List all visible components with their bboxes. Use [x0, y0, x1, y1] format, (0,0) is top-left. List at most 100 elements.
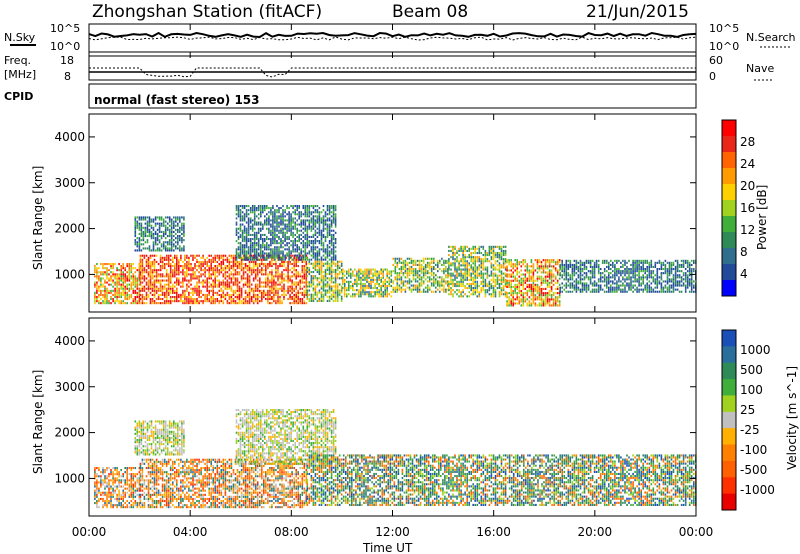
heatmap-cell: [153, 258, 156, 261]
heatmap-cell: [130, 302, 133, 305]
heatmap-cell: [139, 273, 142, 276]
heatmap-cell: [247, 221, 250, 224]
heatmap-cell: [472, 266, 474, 269]
heatmap-cell: [254, 293, 257, 296]
heatmap-cell: [281, 263, 283, 266]
heatmap-cell: [260, 248, 262, 251]
heatmap-cell: [110, 277, 112, 280]
heatmap-cell: [480, 280, 483, 283]
heatmap-cell: [130, 275, 133, 278]
heatmap-cell: [196, 277, 198, 280]
heatmap-cell: [334, 297, 337, 300]
heatmap-cell: [552, 267, 555, 270]
heatmap-cell: [259, 283, 261, 286]
heatmap-cell: [188, 291, 190, 294]
heatmap-cell: [278, 229, 280, 232]
heatmap-cell: [338, 277, 341, 280]
heatmap-cell: [188, 267, 190, 270]
heatmap-cell: [591, 288, 594, 291]
heatmap-cell: [358, 282, 360, 285]
heatmap-cell: [142, 243, 145, 246]
heatmap-cell: [248, 265, 251, 268]
heatmap-cell: [334, 240, 337, 243]
heatmap-cell: [366, 293, 368, 296]
heatmap-cell: [152, 228, 155, 231]
heatmap-cell: [206, 285, 208, 288]
heatmap-cell: [94, 302, 96, 305]
heatmap-cell: [360, 285, 362, 288]
heatmap-cell: [216, 291, 219, 294]
heatmap-cell: [190, 302, 192, 305]
heatmap-cell: [472, 247, 474, 250]
heatmap-cell: [544, 300, 547, 303]
heatmap-cell: [245, 215, 248, 218]
heatmap-cell: [508, 269, 510, 272]
heatmap-cell: [222, 263, 225, 266]
heatmap-cell: [224, 269, 227, 272]
heatmap-cell: [176, 265, 178, 268]
heatmap-cell: [179, 247, 181, 250]
heatmap-cell: [583, 276, 586, 279]
heatmap-cell: [251, 227, 254, 230]
heatmap-cell: [259, 277, 261, 280]
heatmap-cell: [167, 285, 170, 288]
heatmap-cell: [374, 278, 376, 281]
heatmap-cell: [179, 228, 181, 231]
heatmap-cell: [561, 290, 563, 293]
heatmap-cell: [484, 289, 487, 292]
heatmap-cell: [278, 215, 280, 218]
heatmap-cell: [504, 254, 507, 257]
heatmap-cell: [298, 215, 300, 218]
heatmap-cell: [138, 279, 141, 282]
heatmap-cell: [324, 262, 327, 265]
heatmap-cell: [134, 218, 137, 221]
heatmap-cell: [194, 302, 196, 305]
heatmap-cell: [181, 241, 183, 244]
heatmap-cell: [226, 287, 229, 290]
heatmap-cell: [300, 242, 302, 245]
heatmap-cell: [302, 223, 305, 226]
heatmap-cell: [218, 300, 221, 303]
heatmap-cell: [174, 254, 176, 257]
heatmap-cell: [288, 215, 290, 218]
heatmap-cell: [100, 281, 102, 284]
heatmap-cell: [144, 222, 147, 225]
heatmap-cell: [243, 254, 246, 257]
heatmap-cell: [571, 284, 574, 287]
heatmap-cell: [200, 263, 202, 266]
heatmap-cell: [210, 289, 212, 292]
heatmap-cell: [544, 263, 547, 266]
heatmap-cell: [454, 291, 456, 294]
heatmap-cell: [554, 267, 557, 270]
heatmap-cell: [579, 280, 582, 283]
heatmap-cell: [400, 278, 403, 281]
heatmap-cell: [364, 268, 366, 271]
heatmap-cell: [306, 227, 309, 230]
heatmap-cell: [310, 283, 313, 286]
heatmap-cell: [437, 263, 439, 266]
heatmap-cell: [482, 264, 485, 267]
heatmap-cell: [177, 218, 179, 221]
heatmap-cell: [252, 258, 255, 261]
heatmap-cell: [247, 213, 250, 216]
heatmap-cell: [343, 278, 346, 281]
heatmap-cell: [448, 249, 450, 252]
heatmap-cell: [346, 287, 348, 290]
heatmap-cell: [330, 297, 333, 300]
heatmap-cell: [416, 290, 419, 293]
heatmap-cell: [202, 263, 204, 266]
heatmap-cell: [206, 265, 208, 268]
heatmap-cell: [486, 260, 489, 263]
heatmap-cell: [298, 252, 300, 255]
heatmap-cell: [263, 256, 265, 259]
heatmap-cell: [194, 263, 196, 266]
heatmap-cell: [280, 238, 282, 241]
heatmap-cell: [595, 282, 598, 285]
heatmap-cell: [320, 233, 323, 236]
heatmap-cell: [480, 266, 483, 269]
heatmap-cell: [253, 240, 256, 243]
heatmap-cell: [169, 291, 172, 294]
heatmap-cell: [416, 270, 419, 273]
heatmap-cell: [336, 277, 339, 280]
heatmap-cell: [149, 265, 152, 268]
